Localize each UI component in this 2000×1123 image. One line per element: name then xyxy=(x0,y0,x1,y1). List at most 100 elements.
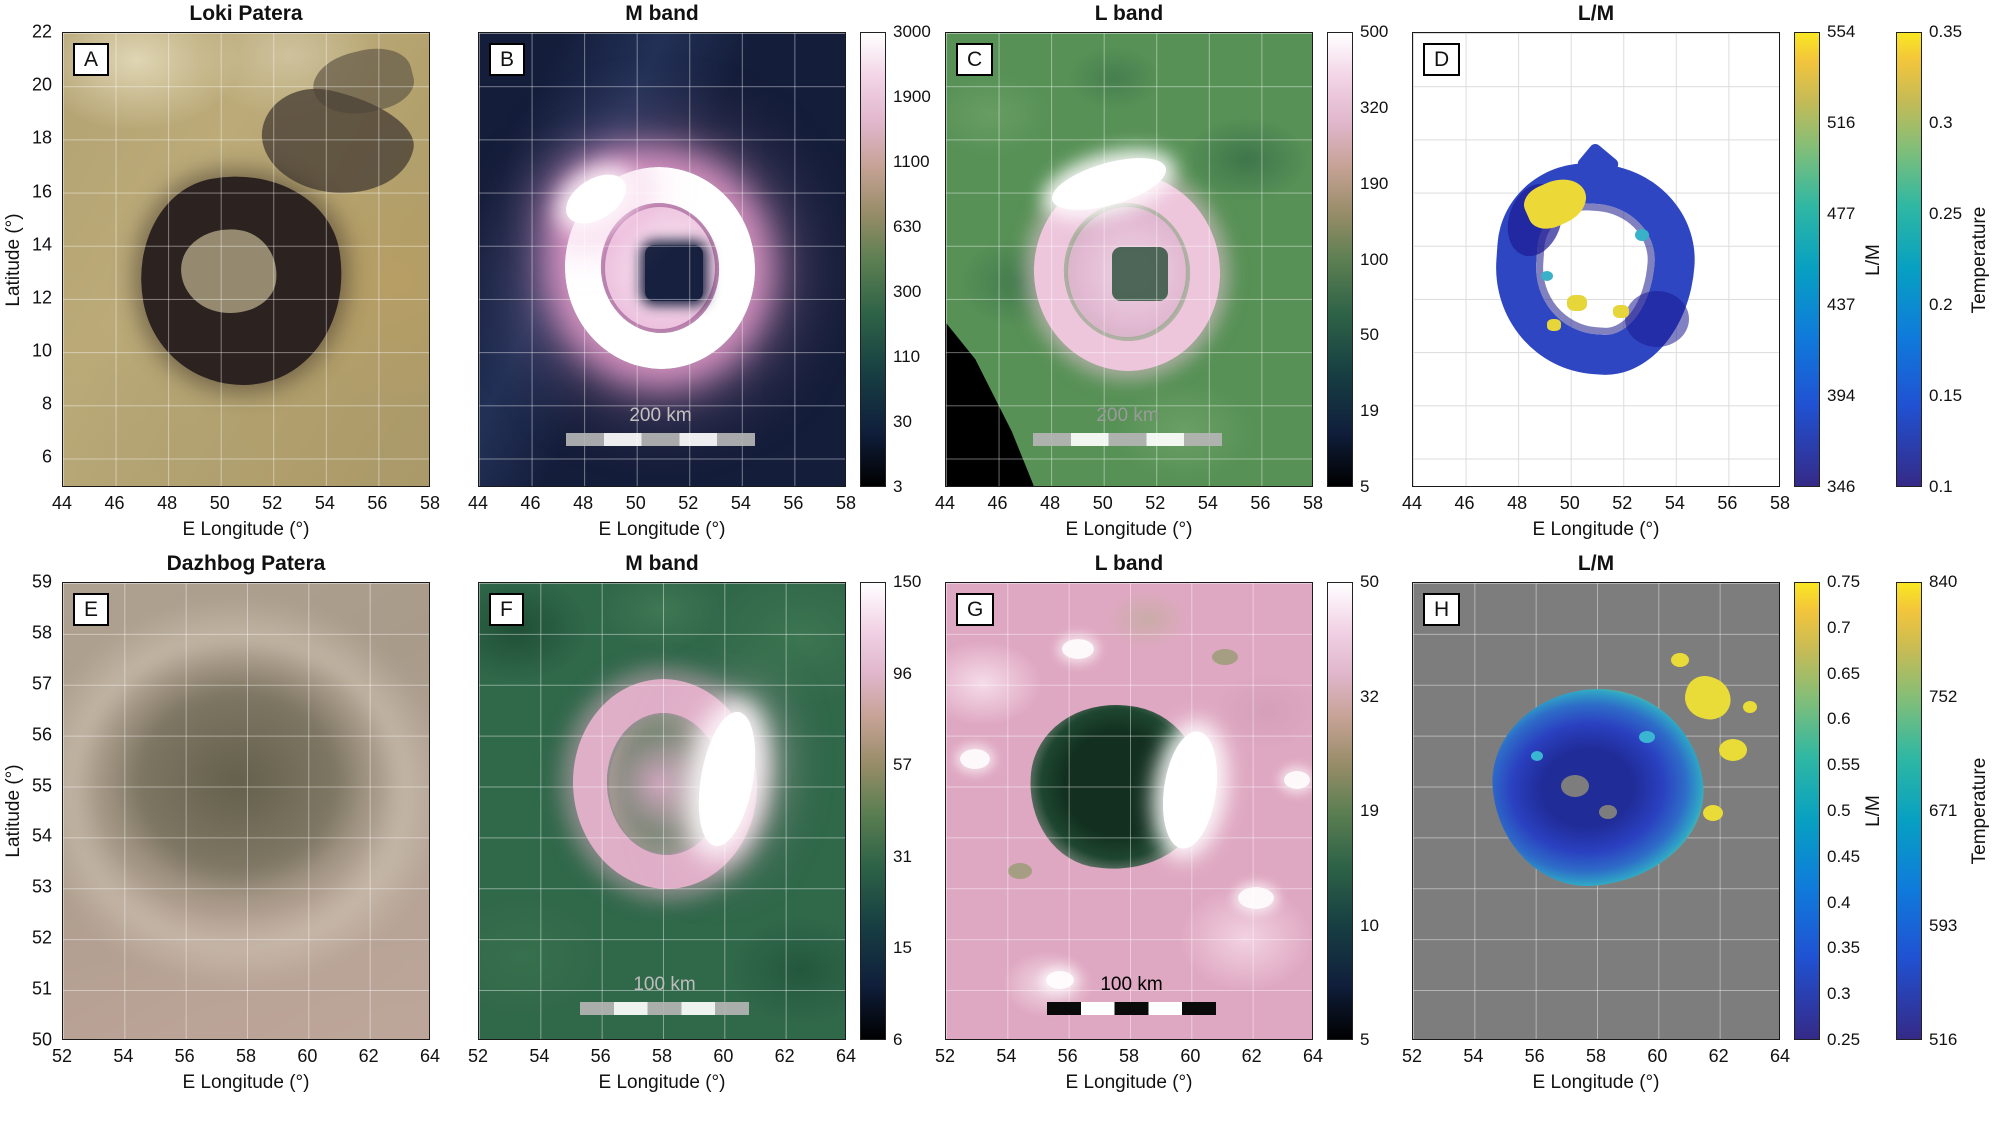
panel-f-letter: F xyxy=(489,593,524,626)
tick-label: 1900 xyxy=(893,87,931,106)
teal-spot xyxy=(1635,229,1649,241)
colorbar-d-left-label: L/M xyxy=(1863,244,1884,276)
tick-label: 50 xyxy=(209,493,230,513)
tick-label: 52 xyxy=(31,927,52,948)
tick-label: 44 xyxy=(934,493,956,513)
tick-label: 190 xyxy=(1360,173,1389,193)
tick-label: 62 xyxy=(1708,1046,1729,1066)
tick-label: 56 xyxy=(1717,493,1738,513)
cyan-speckle xyxy=(1639,731,1655,743)
tick-label: 60 xyxy=(1180,1046,1201,1066)
colorbar-h-right-label: Temperature xyxy=(1969,757,1990,865)
yellow-spot xyxy=(1547,319,1561,331)
tick-label: 18 xyxy=(31,127,52,148)
gray-gap xyxy=(1599,805,1617,819)
tick-label: 3 xyxy=(893,477,903,496)
tick-label: 0.3 xyxy=(1827,984,1851,1004)
tick-label: 46 xyxy=(1454,493,1475,513)
tick-label: 0.6 xyxy=(1827,709,1851,729)
colorbar-d-right-ticks: 0.35 0.3 0.25 0.2 0.15 0.1 xyxy=(1929,22,1975,496)
panel-d-x-label: E Longitude (°) xyxy=(1532,519,1660,540)
tick-label: 58 xyxy=(1118,1046,1140,1066)
tick-label: 50 xyxy=(1360,572,1379,591)
tick-label: 477 xyxy=(1827,204,1856,223)
tick-label: 46 xyxy=(520,493,541,513)
panel-b-x-label: E Longitude (°) xyxy=(598,519,726,540)
grid-lines xyxy=(63,33,429,486)
tick-label: 56 xyxy=(590,1046,611,1066)
yellow-outlier-patch xyxy=(1671,653,1689,667)
tick-label: 48 xyxy=(1507,493,1528,513)
panel-d-letter: D xyxy=(1423,43,1461,76)
tick-label: 840 xyxy=(1929,572,1958,591)
tick-label: 5 xyxy=(1360,477,1370,496)
tick-label: 48 xyxy=(573,493,594,513)
tick-label: 46 xyxy=(104,493,125,513)
panel-h-title: L/M xyxy=(1577,552,1615,575)
tick-label: 44 xyxy=(1401,493,1423,513)
tick-label: 54 xyxy=(1197,493,1218,513)
tick-label: 62 xyxy=(774,1046,795,1066)
panel-b-title: M band xyxy=(625,2,699,25)
panel-e-x-ticks: 52 54 56 58 60 62 64 xyxy=(52,1046,440,1068)
tick-label: 0.7 xyxy=(1827,617,1851,637)
white-patch xyxy=(1238,887,1274,909)
colorbar-h-right xyxy=(1896,582,1922,1040)
grid-lines xyxy=(479,33,845,486)
tick-label: 64 xyxy=(1769,1046,1791,1066)
tick-label: 54 xyxy=(314,493,335,513)
tick-label: 52 xyxy=(467,1046,489,1066)
panel-c-map: 200 km C xyxy=(945,32,1313,487)
colorbar-f xyxy=(860,582,886,1040)
panel-b-letter: B xyxy=(489,43,526,76)
tick-label: 56 xyxy=(1524,1046,1545,1066)
tick-label: 593 xyxy=(1929,915,1958,935)
scalebar xyxy=(566,433,755,446)
tick-label: 58 xyxy=(1585,1046,1607,1066)
panel-f-map: 100 km F xyxy=(478,582,846,1040)
l-band-background xyxy=(946,33,1312,486)
gray-gap xyxy=(1561,775,1589,797)
panel-h-x-ticks: 52 54 56 58 60 62 64 xyxy=(1402,1046,1790,1068)
tick-label: 54 xyxy=(31,825,52,846)
tick-label: 50 xyxy=(1092,493,1113,513)
colorbar-c xyxy=(1327,32,1353,487)
tick-label: 0.2 xyxy=(1929,295,1953,314)
white-patch xyxy=(1062,639,1094,659)
tick-label: 52 xyxy=(1401,1046,1423,1066)
panel-e-letter: E xyxy=(73,593,110,626)
grid-lines xyxy=(946,33,1312,486)
tick-label: 0.5 xyxy=(1827,801,1851,820)
panel-f-x-ticks: 52 54 56 58 60 62 64 xyxy=(468,1046,856,1068)
tick-label: 54 xyxy=(1463,1046,1484,1066)
tick-label: 0.1 xyxy=(1929,477,1953,496)
tick-label: 54 xyxy=(996,1046,1017,1066)
tick-label: 346 xyxy=(1827,477,1856,496)
green-patch xyxy=(1008,863,1032,879)
panel-e-map: E xyxy=(62,582,430,1040)
panel-g-x-label: E Longitude (°) xyxy=(1065,1072,1193,1093)
panel-d-x-ticks: 44 46 48 50 52 54 56 58 xyxy=(1402,493,1790,515)
panel-h-map: H xyxy=(1412,582,1780,1040)
cyan-speckle xyxy=(1531,751,1543,761)
tick-label: 19 xyxy=(1360,801,1379,820)
white-patch xyxy=(1046,971,1074,989)
tick-label: 0.65 xyxy=(1827,663,1861,683)
panel-a-x-ticks: 44 46 48 50 52 54 56 58 xyxy=(52,493,440,515)
yellow-spot xyxy=(1613,305,1629,318)
tick-label: 54 xyxy=(113,1046,134,1066)
yellow-spot xyxy=(1567,295,1587,311)
tick-label: 437 xyxy=(1827,295,1856,314)
tick-label: 56 xyxy=(783,493,804,513)
colorbar-b-ticks: 3000 1900 1100 630 300 110 30 3 xyxy=(893,22,939,496)
colorbar-b xyxy=(860,32,886,487)
tick-label: 0.25 xyxy=(1827,1030,1861,1049)
dark-center-square xyxy=(1112,247,1168,301)
grid-lines xyxy=(946,583,1312,1039)
tick-label: 50 xyxy=(1559,493,1580,513)
tick-label: 58 xyxy=(31,622,52,643)
tick-label: 516 xyxy=(1929,1030,1958,1049)
tick-label: 52 xyxy=(678,493,699,513)
tick-label: 48 xyxy=(1040,493,1061,513)
scalebar xyxy=(1033,433,1222,446)
